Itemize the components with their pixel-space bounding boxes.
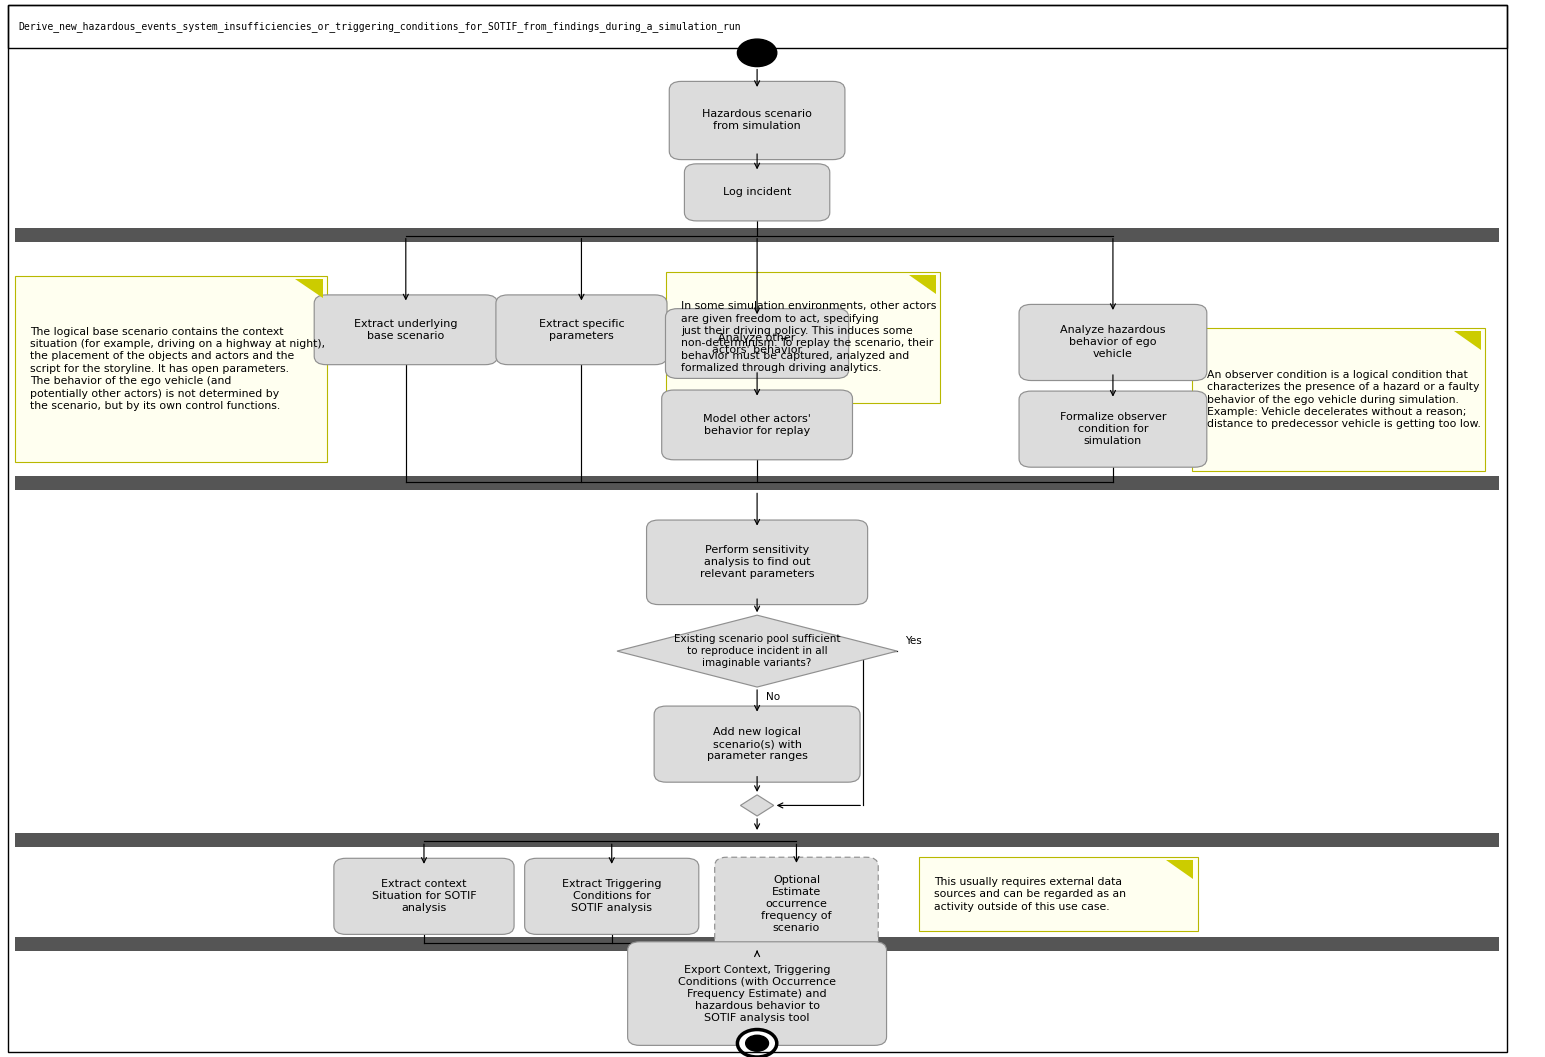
FancyBboxPatch shape xyxy=(15,833,1499,848)
Text: Yes: Yes xyxy=(905,636,921,646)
Text: An observer condition is a logical condition that
characterizes the presence of : An observer condition is a logical condi… xyxy=(1207,370,1480,429)
FancyBboxPatch shape xyxy=(661,390,853,460)
Polygon shape xyxy=(295,279,323,298)
Text: Analyze hazardous
behavior of ego
vehicle: Analyze hazardous behavior of ego vehicl… xyxy=(1060,326,1165,359)
Text: Optional
Estimate
occurrence
frequency of
scenario: Optional Estimate occurrence frequency o… xyxy=(762,875,831,932)
Polygon shape xyxy=(908,275,936,294)
FancyBboxPatch shape xyxy=(919,857,1197,931)
FancyBboxPatch shape xyxy=(654,706,861,782)
Text: Derive_new_hazardous_events_system_insufficiencies_or_triggering_conditions_for_: Derive_new_hazardous_events_system_insuf… xyxy=(19,21,740,32)
FancyBboxPatch shape xyxy=(15,938,1499,951)
Text: In some simulation environments, other actors
are given freedom to act, specifyi: In some simulation environments, other a… xyxy=(681,301,936,373)
Text: No: No xyxy=(766,692,780,702)
FancyBboxPatch shape xyxy=(646,520,868,605)
Circle shape xyxy=(746,1035,768,1052)
Text: Perform sensitivity
analysis to find out
relevant parameters: Perform sensitivity analysis to find out… xyxy=(700,545,814,579)
FancyBboxPatch shape xyxy=(15,227,1499,241)
FancyBboxPatch shape xyxy=(314,295,497,365)
Circle shape xyxy=(737,1030,777,1057)
FancyBboxPatch shape xyxy=(666,272,941,403)
Text: Extract context
Situation for SOTIF
analysis: Extract context Situation for SOTIF anal… xyxy=(372,879,476,913)
Polygon shape xyxy=(1166,860,1193,879)
FancyBboxPatch shape xyxy=(525,858,698,934)
FancyBboxPatch shape xyxy=(334,858,514,934)
FancyBboxPatch shape xyxy=(1020,391,1207,467)
Polygon shape xyxy=(616,615,898,687)
Text: Extract underlying
base scenario: Extract underlying base scenario xyxy=(354,319,457,340)
Text: Export Context, Triggering
Conditions (with Occurrence
Frequency Estimate) and
h: Export Context, Triggering Conditions (w… xyxy=(678,965,836,1022)
FancyBboxPatch shape xyxy=(1191,328,1485,471)
FancyBboxPatch shape xyxy=(669,81,845,160)
FancyBboxPatch shape xyxy=(666,309,848,378)
FancyBboxPatch shape xyxy=(627,942,887,1045)
FancyBboxPatch shape xyxy=(684,164,830,221)
Circle shape xyxy=(737,39,777,67)
Text: Hazardous scenario
from simulation: Hazardous scenario from simulation xyxy=(701,110,813,131)
Text: The logical base scenario contains the context
situation (for example, driving o: The logical base scenario contains the c… xyxy=(31,327,326,411)
FancyBboxPatch shape xyxy=(15,276,328,462)
Text: Add new logical
scenario(s) with
parameter ranges: Add new logical scenario(s) with paramet… xyxy=(706,727,808,761)
Text: Existing scenario pool sufficient
to reproduce incident in all
imaginable varian: Existing scenario pool sufficient to rep… xyxy=(674,634,840,668)
Polygon shape xyxy=(1454,331,1480,350)
Text: Extract specific
parameters: Extract specific parameters xyxy=(539,319,624,340)
FancyBboxPatch shape xyxy=(15,476,1499,489)
FancyBboxPatch shape xyxy=(715,857,878,950)
Text: Extract Triggering
Conditions for
SOTIF analysis: Extract Triggering Conditions for SOTIF … xyxy=(562,879,661,913)
FancyBboxPatch shape xyxy=(1020,304,1207,381)
Text: Log incident: Log incident xyxy=(723,187,791,198)
Text: This usually requires external data
sources and can be regarded as an
activity o: This usually requires external data sour… xyxy=(935,877,1126,911)
Text: Formalize observer
condition for
simulation: Formalize observer condition for simulat… xyxy=(1060,412,1166,446)
Text: Analyze other
actors' behavior: Analyze other actors' behavior xyxy=(712,333,802,354)
Text: Model other actors'
behavior for replay: Model other actors' behavior for replay xyxy=(703,414,811,435)
FancyBboxPatch shape xyxy=(496,295,667,365)
Polygon shape xyxy=(740,795,774,816)
